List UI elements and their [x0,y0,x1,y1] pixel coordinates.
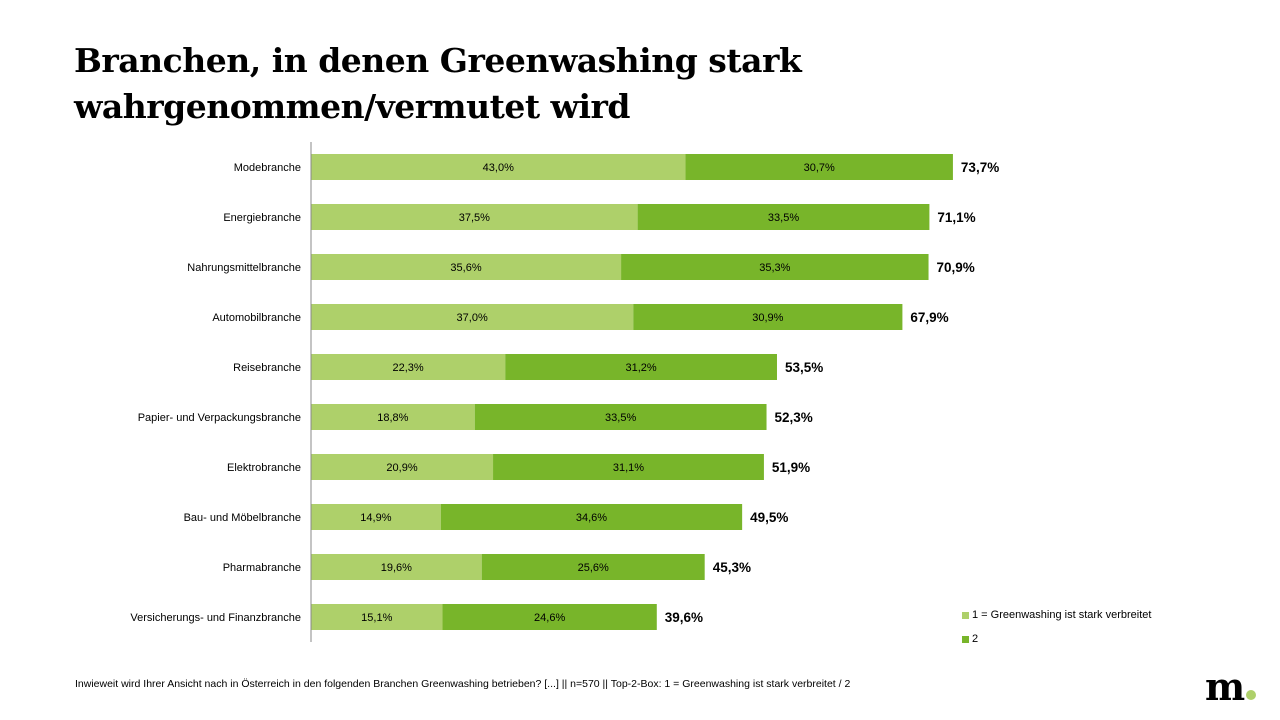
bar-segment-2 [493,454,764,480]
bar-segment-2 [685,154,953,180]
legend-label-2: 2 [972,633,979,645]
category-label: Energiebranche [223,212,301,224]
bar-segment-1 [311,354,506,380]
bar-segment-2 [621,254,929,280]
legend-item-2: 2 [962,633,978,645]
bar-segment-2 [442,604,657,630]
category-label: Reisebranche [233,362,301,374]
bar-segment-2 [440,504,743,530]
bar-segment-1 [311,254,622,280]
data-label: 30,7% [804,162,835,174]
data-label: 25,6% [578,562,609,574]
category-label: Automobilbranche [212,312,301,324]
total-label: 49,5% [750,510,788,525]
data-label: 33,5% [605,412,636,424]
category-label: Modebranche [234,162,301,174]
logo: m [1205,668,1257,706]
bar-segment-1 [311,454,494,480]
data-label: 31,2% [626,362,657,374]
legend-item-1: 1 = Greenwashing ist stark verbreitet [962,609,1151,621]
category-label: Papier- und Verpackungsbranche [138,412,301,424]
total-label: 51,9% [772,460,810,475]
legend-swatch-1 [962,611,969,619]
data-label: 35,6% [450,262,481,274]
data-label: 30,9% [752,312,783,324]
logo-dot [1246,690,1257,700]
bar-segment-2 [474,404,767,430]
category-label: Bau- und Möbelbranche [184,512,301,524]
bar-segment-2 [633,304,903,330]
category-label: Versicherungs- und Finanzbranche [130,612,301,624]
total-label: 53,5% [785,360,823,375]
data-label: 20,9% [386,462,417,474]
total-label: 39,6% [665,610,703,625]
bar-segment-1 [311,154,686,180]
data-label: 14,9% [360,512,391,524]
data-label: 31,1% [613,462,644,474]
data-label: 35,3% [759,262,790,274]
category-label: Nahrungsmittelbranche [187,262,301,274]
category-label: Elektrobranche [227,462,301,474]
bar-segment-1 [311,504,441,530]
bar-segment-1 [311,604,443,630]
data-label: 37,5% [459,212,490,224]
total-label: 73,7% [961,160,999,175]
total-label: 70,9% [937,260,975,275]
bar-segment-2 [481,554,705,580]
bar-segment-1 [311,304,634,330]
total-label: 71,1% [937,210,975,225]
bar-segment-1 [311,204,638,230]
bar-segment-2 [637,204,930,230]
page-title: Branchen, in denen Greenwashing stark wa… [74,41,802,126]
footnote: Inwieweit wird Ihrer Ansicht nach in Öst… [75,678,851,690]
data-label: 34,6% [576,512,607,524]
bar-segment-2 [505,354,777,380]
data-label: 24,6% [534,612,565,624]
data-label: 19,6% [381,562,412,574]
bar-segment-1 [311,554,482,580]
legend-swatch-2 [962,635,969,643]
data-label: 22,3% [393,362,424,374]
category-label: Pharmabranche [223,562,301,574]
bar-segment-1 [311,404,475,430]
data-label: 43,0% [483,162,514,174]
data-label: 33,5% [768,212,799,224]
legend-label-1: 1 = Greenwashing ist stark verbreitet [972,609,1152,621]
data-label: 18,8% [377,412,408,424]
data-label: 37,0% [457,312,488,324]
total-label: 52,3% [775,410,813,425]
total-label: 45,3% [713,560,751,575]
total-label: 67,9% [910,310,948,325]
data-label: 15,1% [361,612,392,624]
